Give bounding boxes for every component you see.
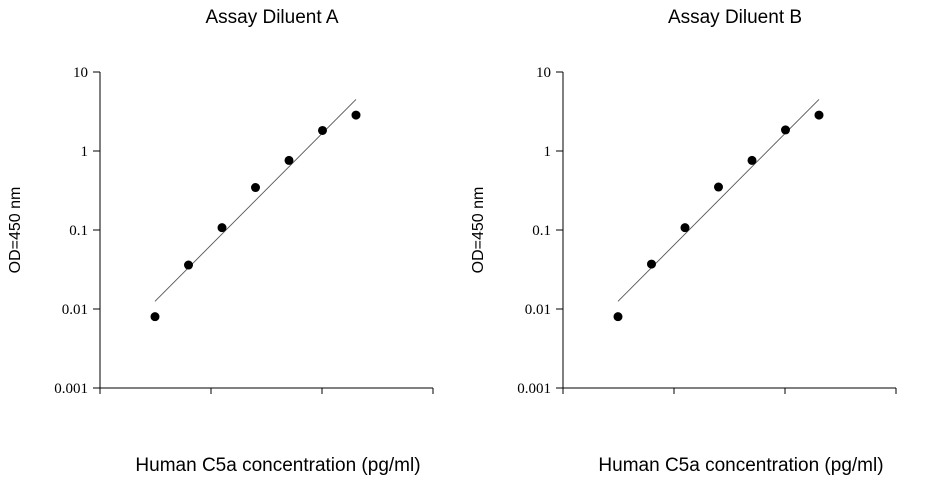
y-tick-label: 0.001 xyxy=(54,381,88,397)
y-tick-label: 0.1 xyxy=(69,223,88,239)
data-point xyxy=(150,312,160,322)
chart-a-plot: 10 1 0.1 0.01 0.001 xyxy=(54,65,434,397)
data-point xyxy=(284,155,294,165)
chart-a-svg: Assay Diluent A Human C5a concentration … xyxy=(7,7,434,476)
chart-b-svg: Assay Diluent B Human C5a concentration … xyxy=(470,7,897,476)
chart-b-plot: 10 1 0.1 0.01 0.001 xyxy=(517,65,897,397)
y-tick-label: 1 xyxy=(81,144,89,160)
chart-b-title: Assay Diluent B xyxy=(668,7,802,28)
data-point xyxy=(781,125,790,135)
y-tick-label: 0.01 xyxy=(525,302,551,318)
y-tick-label: 10 xyxy=(73,65,88,81)
data-point xyxy=(714,182,723,192)
data-point xyxy=(351,110,361,120)
y-tick-label: 0.01 xyxy=(62,302,88,318)
data-point xyxy=(251,183,260,193)
data-point xyxy=(613,312,623,322)
y-tick-label: 0.1 xyxy=(532,223,551,239)
chart-panel-b: Assay Diluent B Human C5a concentration … xyxy=(463,0,926,480)
data-point xyxy=(747,155,757,165)
y-tick-label: 10 xyxy=(536,65,551,81)
y-tick-label: 1 xyxy=(544,144,552,160)
data-point xyxy=(680,223,690,233)
data-point xyxy=(814,110,824,120)
chart-a-xlabel: Human C5a concentration (pg/ml) xyxy=(135,455,420,476)
data-point xyxy=(318,125,327,135)
data-point xyxy=(217,223,227,233)
data-point xyxy=(647,259,656,269)
chart-a-ylabel: OD=450 nm xyxy=(7,187,24,274)
chart-panel-a: Assay Diluent A Human C5a concentration … xyxy=(7,7,434,476)
chart-b-ylabel: OD=450 nm xyxy=(470,187,487,274)
chart-b-xlabel: Human C5a concentration (pg/ml) xyxy=(598,455,883,476)
chart-a-title: Assay Diluent A xyxy=(205,7,338,28)
y-tick-label: 0.001 xyxy=(517,381,551,397)
data-point xyxy=(184,260,193,270)
